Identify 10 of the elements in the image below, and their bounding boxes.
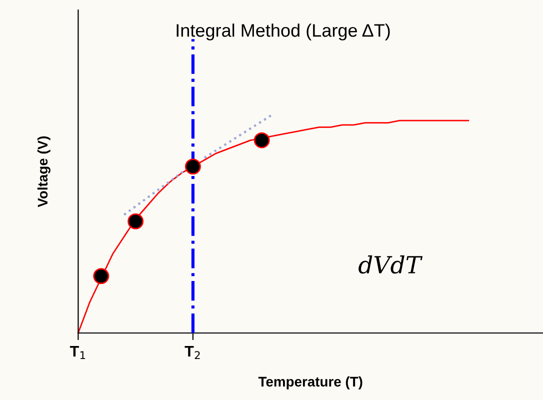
x-tick-label: T$_{1}$ (70, 346, 86, 360)
x-axis-title: Temperature (T) (258, 376, 362, 390)
point (254, 132, 270, 148)
point (184, 158, 201, 175)
x-tick-label: T$_{2}$ (184, 346, 200, 360)
y-axis-title: Voltage (V) (37, 136, 50, 208)
annotation: dVdT (358, 255, 423, 274)
point (128, 213, 144, 230)
point (93, 268, 110, 284)
chart-title: Integral Method (Large ΔT) (176, 24, 390, 40)
